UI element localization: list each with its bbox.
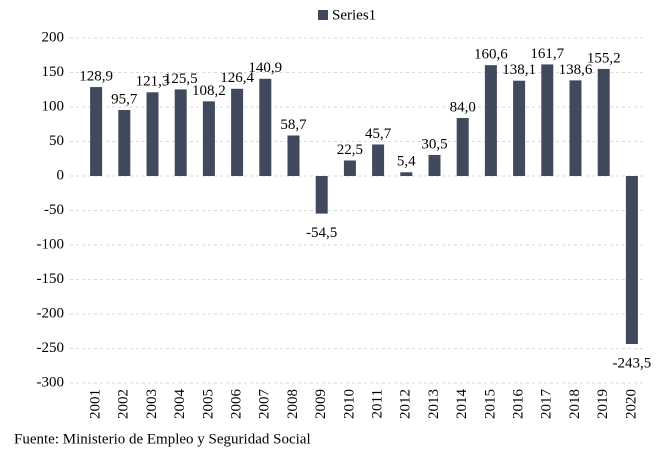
data-label: 95,7 — [111, 91, 138, 107]
x-tick-label: 2001 — [88, 389, 104, 419]
y-tick-label: 150 — [42, 64, 65, 80]
x-tick-label: 2007 — [257, 389, 273, 420]
data-label: 84,0 — [450, 99, 476, 115]
x-tick-label: 2014 — [454, 389, 470, 420]
x-tick-label: 2010 — [341, 389, 357, 419]
y-tick-label: -100 — [37, 236, 65, 252]
data-label: 161,7 — [530, 46, 564, 62]
bar — [625, 176, 638, 345]
data-label: 160,6 — [474, 47, 508, 63]
x-tick-label: 2006 — [229, 389, 245, 420]
y-tick-label: -50 — [44, 202, 64, 218]
data-label: -54,5 — [306, 225, 337, 241]
data-label: 126,4 — [220, 70, 254, 86]
y-tick-label: -300 — [37, 374, 65, 390]
bar — [231, 88, 244, 176]
bar — [343, 160, 356, 176]
data-label: 108,2 — [192, 83, 226, 99]
bar — [372, 144, 385, 176]
x-tick-label: 2013 — [426, 389, 442, 419]
y-tick-label: 100 — [42, 98, 65, 114]
data-label: 121,3 — [136, 74, 170, 90]
data-label: 58,7 — [280, 117, 307, 133]
x-tick-label: 2002 — [116, 389, 132, 419]
source-note: Fuente: Ministerio de Empleo y Seguridad… — [14, 431, 311, 447]
legend-swatch — [318, 10, 328, 20]
bar — [400, 172, 413, 176]
bar — [174, 89, 187, 176]
data-label: 140,9 — [248, 60, 282, 76]
y-tick-label: 200 — [42, 29, 65, 45]
x-tick-label: 2008 — [285, 389, 301, 419]
data-label: 30,5 — [421, 136, 447, 152]
bar — [315, 176, 328, 214]
y-tick-label: 0 — [57, 167, 65, 183]
bar — [146, 92, 159, 176]
data-label: 155,2 — [587, 50, 621, 66]
y-tick-label: -250 — [37, 340, 65, 356]
data-label: 22,5 — [337, 142, 363, 158]
bar — [569, 80, 582, 176]
x-tick-label: 2019 — [595, 389, 611, 419]
bar — [541, 64, 554, 176]
bar — [202, 101, 215, 176]
bar — [513, 80, 526, 176]
x-tick-label: 2017 — [539, 389, 555, 420]
data-label: 125,5 — [164, 71, 198, 87]
x-tick-label: 2018 — [567, 389, 583, 419]
data-label: 5,4 — [397, 154, 416, 170]
x-tick-label: 2004 — [172, 389, 188, 420]
legend-label: Series1 — [332, 7, 376, 23]
bar — [456, 118, 469, 176]
data-label: 138,6 — [559, 62, 593, 78]
data-label: 138,1 — [502, 62, 536, 78]
x-tick-label: 2016 — [511, 389, 527, 420]
x-tick-label: 2015 — [482, 389, 498, 419]
y-tick-label: -150 — [37, 271, 65, 287]
bar — [259, 78, 272, 176]
data-label: 128,9 — [79, 68, 113, 84]
bar — [484, 65, 497, 176]
bar — [118, 109, 131, 176]
bar — [597, 68, 610, 176]
x-tick-label: 2020 — [623, 389, 639, 419]
y-tick-label: 50 — [49, 133, 64, 149]
bar — [90, 87, 103, 176]
y-tick-label: -200 — [37, 305, 65, 321]
x-tick-label: 2012 — [398, 389, 414, 419]
bar — [428, 154, 441, 176]
x-tick-label: 2005 — [200, 389, 216, 419]
x-tick-label: 2009 — [313, 389, 329, 419]
bar — [287, 135, 300, 176]
data-label: 45,7 — [365, 126, 392, 142]
x-tick-label: 2011 — [370, 389, 386, 418]
x-tick-label: 2003 — [144, 389, 160, 419]
data-label: -243,5 — [613, 355, 652, 371]
